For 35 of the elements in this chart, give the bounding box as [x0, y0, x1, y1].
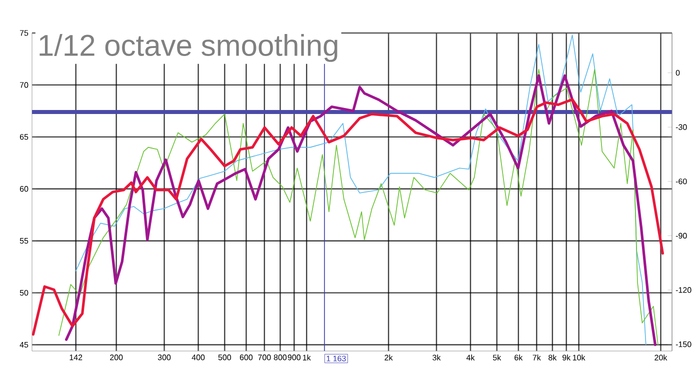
x-tick-label: 5k [492, 354, 502, 360]
x-tick-label: 600 [240, 354, 253, 360]
x-tick-label: 3k [432, 354, 441, 360]
x-tick-label: 20k [654, 354, 668, 360]
y-tick-label: 55 [20, 238, 28, 244]
chart-title: 1/12 octave smoothing [40, 34, 338, 62]
x-tick-label: 700 [258, 354, 271, 360]
y2-tick-label: -150 [676, 341, 692, 348]
y-tick-label: 75 [20, 30, 28, 36]
x-tick-label: 6k [514, 354, 523, 360]
x-tick-label: 4k [466, 354, 475, 360]
y2-tick-label: -30 [676, 124, 687, 130]
x-tick-label: 2k [384, 354, 393, 360]
x-tick-label: 10k [572, 354, 586, 360]
x-tick-label: 300 [158, 354, 171, 360]
x-tick-label: 900 [288, 354, 301, 360]
x-tick-label: 800 [274, 354, 287, 360]
y2-tick-label: -120 [676, 287, 692, 293]
x-tick-label: 7k [532, 354, 541, 360]
y-tick-label: 50 [20, 290, 28, 296]
x-tick-label: 8k [548, 354, 557, 360]
x-tick-label: 400 [192, 354, 205, 360]
x-tick-label: 200 [110, 354, 123, 360]
y2-tick-label: -60 [676, 178, 687, 184]
y-tick-label: 65 [20, 134, 28, 140]
y2-tick-label: 0 [676, 70, 680, 76]
y-tick-label: 70 [20, 82, 28, 88]
ref-line-label: 1 163 [326, 356, 346, 362]
x-tick-label: 500 [218, 354, 232, 360]
y-tick-label: 45 [20, 342, 28, 348]
x-tick-label: 142 [70, 354, 82, 360]
x-tick-label: 1k [302, 354, 311, 360]
x-tick-label: 9k [562, 354, 571, 360]
y-tick-label: 60 [20, 186, 28, 192]
y2-tick-label: -90 [676, 232, 687, 239]
